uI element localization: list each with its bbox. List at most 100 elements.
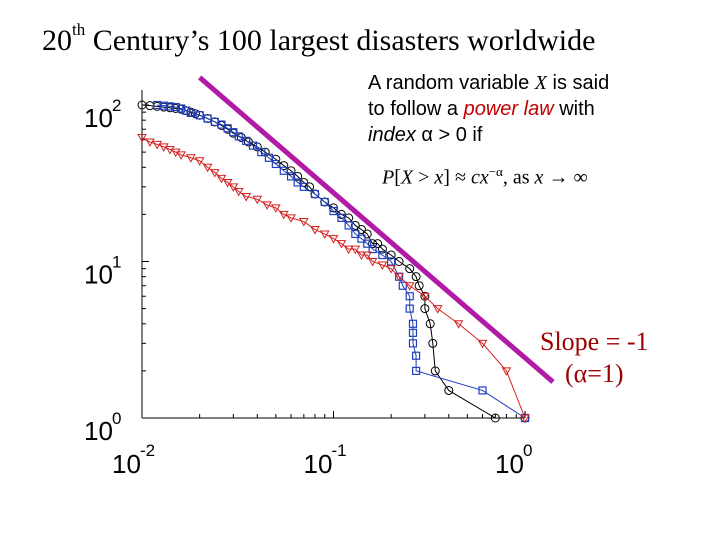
series-circle bbox=[137, 100, 530, 423]
data-point-triangle bbox=[520, 414, 530, 424]
data-point-triangle bbox=[252, 195, 263, 205]
x-tick-label-exponent: 0 bbox=[523, 441, 532, 460]
formula-rb: ] bbox=[443, 166, 450, 189]
tick-labels: 10 -2 10 -1 10 010 010 110 2 bbox=[84, 96, 532, 479]
data-point-triangle bbox=[367, 258, 378, 267]
x-tick-label-exponent: -2 bbox=[140, 441, 155, 460]
x-tick-label-base: 10 bbox=[495, 449, 524, 479]
note-condition: > 0 if bbox=[432, 124, 483, 146]
data-point-triangle bbox=[278, 210, 289, 220]
data-point-square bbox=[176, 104, 186, 113]
data-point-triangle bbox=[186, 154, 196, 163]
note-alpha: α bbox=[421, 124, 433, 146]
data-point-square bbox=[387, 257, 396, 266]
data-point-square bbox=[248, 141, 258, 150]
x-tick-label-base: 10 bbox=[304, 449, 333, 479]
data-point-triangle bbox=[377, 261, 388, 270]
formula-p: P bbox=[382, 166, 395, 189]
data-point-square bbox=[351, 229, 360, 239]
data-point-triangle bbox=[420, 292, 430, 302]
data-point-triangle bbox=[404, 282, 415, 291]
data-point-square bbox=[279, 166, 288, 175]
x-tick-label-base: 10 bbox=[112, 449, 141, 479]
data-point-triangle bbox=[350, 245, 361, 255]
series-line bbox=[141, 104, 525, 419]
data-point-square bbox=[186, 108, 195, 118]
data-point-square bbox=[182, 106, 191, 115]
data-point-circle bbox=[386, 250, 396, 260]
formula-c: c bbox=[470, 166, 480, 189]
chart-axes bbox=[141, 90, 526, 419]
data-point-square bbox=[398, 281, 407, 290]
note-line2-pre: to follow a bbox=[368, 98, 464, 120]
data-point-triangle bbox=[158, 143, 169, 152]
data-point-triangle bbox=[152, 140, 163, 150]
data-point-circle bbox=[350, 220, 360, 230]
series-line bbox=[157, 104, 526, 419]
data-point-square bbox=[337, 213, 346, 222]
data-point-triangle bbox=[432, 305, 443, 314]
chart-title: 20th Century’s 100 largest disasters wor… bbox=[42, 20, 595, 58]
data-point-square bbox=[408, 339, 418, 348]
data-point-triangle bbox=[356, 251, 367, 261]
data-point-triangle bbox=[319, 230, 330, 239]
data-point-square bbox=[242, 136, 251, 145]
formula-exponent: −α bbox=[488, 164, 503, 179]
data-point-square bbox=[165, 102, 175, 111]
data-point-triangle bbox=[336, 240, 347, 249]
data-point-square bbox=[357, 234, 366, 243]
note-line1-pre: A random variable bbox=[368, 72, 535, 94]
data-point-square bbox=[344, 221, 353, 230]
data-point-triangle bbox=[202, 163, 213, 173]
data-point-circle bbox=[490, 413, 500, 423]
data-point-circle bbox=[356, 225, 366, 235]
data-point-square bbox=[408, 328, 418, 337]
data-point-square bbox=[310, 189, 320, 199]
slope-reference-line bbox=[198, 75, 555, 384]
y-tick-label-base: 10 bbox=[84, 260, 113, 290]
data-point-triangle bbox=[477, 339, 488, 349]
data-point-triangle bbox=[328, 235, 339, 244]
slope-label: Slope = -1 bbox=[540, 327, 649, 356]
series-triangle-down bbox=[137, 133, 530, 424]
data-point-square bbox=[412, 366, 421, 375]
data-point-circle bbox=[444, 385, 454, 395]
note-power-law: power law bbox=[463, 98, 554, 120]
y-tick-label-base: 10 bbox=[84, 103, 113, 133]
formula-x: X bbox=[400, 166, 414, 189]
data-point-triangle bbox=[343, 245, 354, 255]
data-point-square bbox=[293, 178, 302, 187]
data-point-circle bbox=[368, 239, 378, 249]
data-point-circle bbox=[411, 272, 421, 282]
note-line2-post: with bbox=[553, 98, 595, 120]
data-point-circle bbox=[420, 304, 430, 314]
data-point-triangle bbox=[222, 178, 233, 188]
data-point-triangle bbox=[501, 367, 512, 376]
data-point-triangle bbox=[228, 183, 239, 192]
data-point-triangle bbox=[394, 273, 404, 282]
data-point-square bbox=[286, 172, 296, 181]
data-point-triangle bbox=[453, 320, 464, 329]
formula-arrow: → ∞ bbox=[543, 166, 588, 189]
power-law-definition: A random variable X is said to follow a … bbox=[368, 70, 609, 148]
formula-lb: [ bbox=[394, 166, 401, 189]
data-point-triangle bbox=[145, 138, 155, 148]
note-line1-post: is said bbox=[546, 72, 610, 94]
data-point-triangle bbox=[241, 193, 252, 202]
data-point-square bbox=[478, 386, 487, 395]
data-point-circle bbox=[377, 244, 387, 254]
data-point-circle bbox=[373, 239, 383, 249]
alpha-label: (α=1) bbox=[564, 359, 624, 388]
data-point-square bbox=[368, 245, 377, 254]
data-point-square bbox=[271, 159, 280, 169]
data-point-triangle bbox=[194, 157, 205, 166]
power-law-formula: P[X > x] ≈ cx−α, as x → ∞ bbox=[382, 164, 588, 190]
data-point-circle bbox=[430, 366, 440, 376]
slope-annotation: Slope = -1 (α=1) bbox=[540, 326, 649, 390]
data-point-triangle bbox=[386, 265, 397, 274]
data-point-square bbox=[412, 351, 421, 360]
data-point-triangle bbox=[216, 174, 227, 184]
data-point-triangle bbox=[298, 218, 309, 227]
data-point-square bbox=[229, 128, 238, 137]
